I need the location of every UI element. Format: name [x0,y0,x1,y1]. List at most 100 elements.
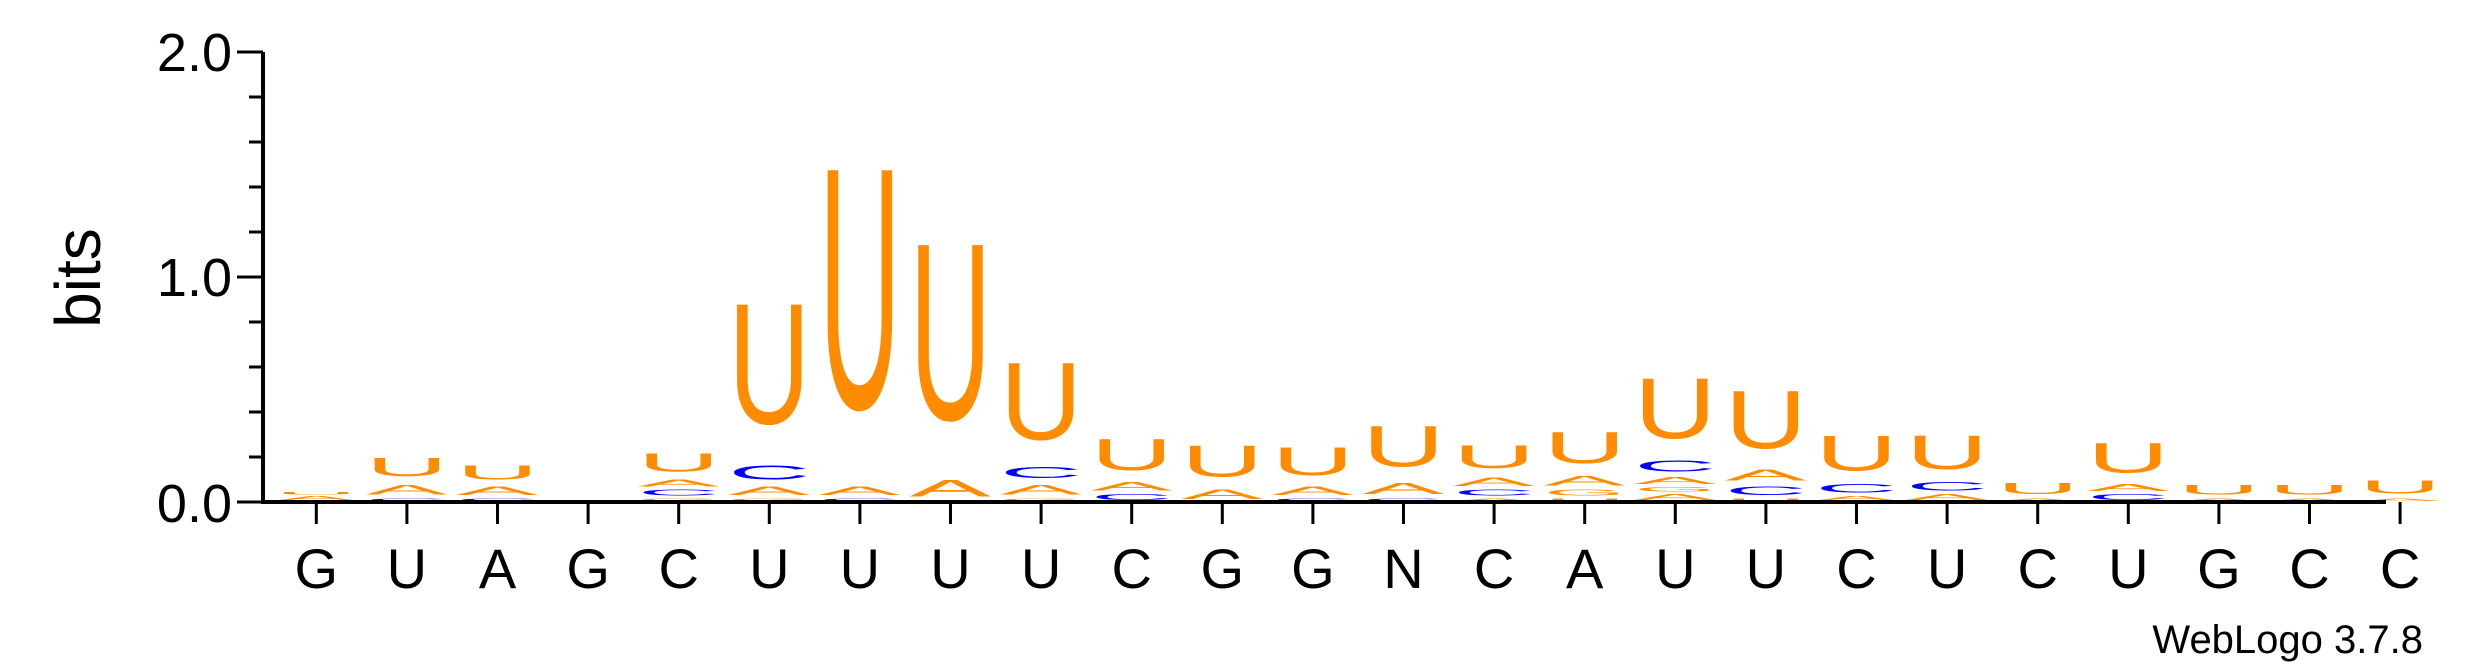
logo-glyph-u: U [457,462,539,484]
logo-glyph-u: U [1725,498,1807,503]
logo-glyph-g: G [728,497,810,502]
logo-glyph-u: U [2178,482,2260,498]
x-tick-label: G [2197,537,2241,600]
logo-glyph-a: A [2087,482,2169,493]
logo-glyph-a: A [1272,484,1354,497]
logo-glyph-c: C [1000,464,1082,482]
logo-glyph-u: U [1544,424,1626,473]
logo-glyph-u: U [1906,426,1988,480]
logo-glyph-a: A [1725,466,1808,484]
logo-glyph-a: A [910,475,992,502]
x-tick-label: U [1655,537,1695,600]
logo-stacks: AUCAUCAUGCAUGACUCAUAUGACUCAUAUCAUCAUACAU… [275,95,2441,502]
x-tick-label: G [295,537,339,600]
x-tick-label: C [1836,537,1876,600]
logo-glyph-g: G [638,497,720,502]
logo-glyph-c: C [1272,498,1354,503]
logo-glyph-u: U [638,448,720,477]
logo-glyph-u: U [2359,477,2441,497]
logo-glyph-u: U [910,190,992,474]
logo-glyph-a: A [1906,493,1988,502]
logo-glyph-a: A [2178,498,2260,502]
y-tick-label-2: 2.0 [157,23,232,83]
logo-glyph-u: U [1544,498,1626,503]
logo-glyph-a: A [1453,498,1535,502]
logo-glyph-u: U [1181,437,1263,486]
x-tick-label: U [2108,537,2148,600]
logo-glyph-a: A [1000,482,1082,498]
logo-glyph-u: U [1272,439,1354,484]
logo-glyph-c: C [1453,489,1535,498]
logo-glyph-a: A [1091,480,1173,493]
logo-glyph-c: C [366,498,448,503]
logo-glyph-a: A [1816,495,1898,502]
logo-glyph-u: U [366,453,448,482]
logo-glyph-c: C [728,462,810,484]
logo-glyph-c: C [638,489,720,498]
logo-glyph-a: A [1363,480,1446,498]
logo-glyph-a: A [1634,475,1716,486]
x-tick-label: A [479,537,517,600]
x-tick-label: C [1474,537,1514,600]
logo-glyph-c: C [1634,457,1716,475]
logo-glyph-c: C [1816,482,1898,495]
logo-glyph-a: A [728,484,810,497]
logo-glyph-a: A [1634,493,1716,502]
logo-glyph-a: A [2359,498,2441,502]
x-tick-label: C [658,537,698,600]
logo-glyph-a: A [366,482,448,498]
logo-glyph-c: C [1363,498,1445,503]
logo-glyph-u: U [819,95,901,482]
y-axis-label: bits [42,228,114,328]
logo-glyph-a: A [1181,486,1263,502]
logo-glyph-c: C [2087,493,2169,502]
logo-glyph-c: C [457,498,539,503]
logo-glyph-u: U [1000,340,1082,463]
y-tick-label-1: 1.0 [157,248,232,308]
logo-glyph-u: U [2269,482,2351,498]
logo-glyph-a: A [2269,498,2351,502]
x-tick-label: C [2017,537,2057,600]
x-tick-label: U [1746,537,1786,600]
logo-glyph-u: U [275,491,357,496]
logo-glyph-u: U [728,267,810,460]
x-tick-label: U [840,537,880,600]
x-tick-label: U [1927,537,1967,600]
logo-glyph-g: G [1544,488,1626,497]
x-tick-label: G [1291,537,1335,600]
logo-glyph-u: U [2087,435,2169,482]
weblogo-credit: WebLogo 3.7.8 [2152,618,2423,662]
logo-glyph-g: G [1000,497,1082,502]
logo-glyph-u: U [1363,414,1445,479]
logo-glyph-u: U [1725,374,1807,466]
logo-glyph-c: C [819,498,901,503]
x-tick-label: N [1383,537,1423,600]
x-tick-label: C [2380,537,2420,600]
logo-glyph-c: C [1725,484,1807,497]
logo-glyph-a: A [275,495,357,502]
x-tick-label: U [749,537,789,600]
logo-glyph-u: U [1091,430,1173,479]
x-tick-label: G [566,537,610,600]
y-tick-label-0: 0.0 [157,474,232,534]
logo-glyph-u: U [1816,426,1898,482]
x-tick-label: A [1566,537,1604,600]
logo-glyph-g: G [1634,486,1716,493]
logo-glyph-u: U [1997,480,2079,498]
logo-glyph-c: C [1091,493,1173,502]
logo-glyph-a: A [819,484,901,497]
x-tick-label: U [387,537,427,600]
x-tick-label: C [2289,537,2329,600]
logo-glyph-u: U [1453,439,1535,475]
x-tick-label: U [1021,537,1061,600]
logo-glyph-a: A [1544,473,1626,489]
logo-glyph-u: U [1634,361,1716,457]
logo-glyph-a: A [457,484,539,497]
x-tick-label: U [930,537,970,600]
logo-glyph-c: C [1906,480,1988,493]
logo-glyph-a: A [1997,498,2079,502]
x-tick-label: C [1111,537,1151,600]
logo-glyph-a: A [638,477,720,488]
